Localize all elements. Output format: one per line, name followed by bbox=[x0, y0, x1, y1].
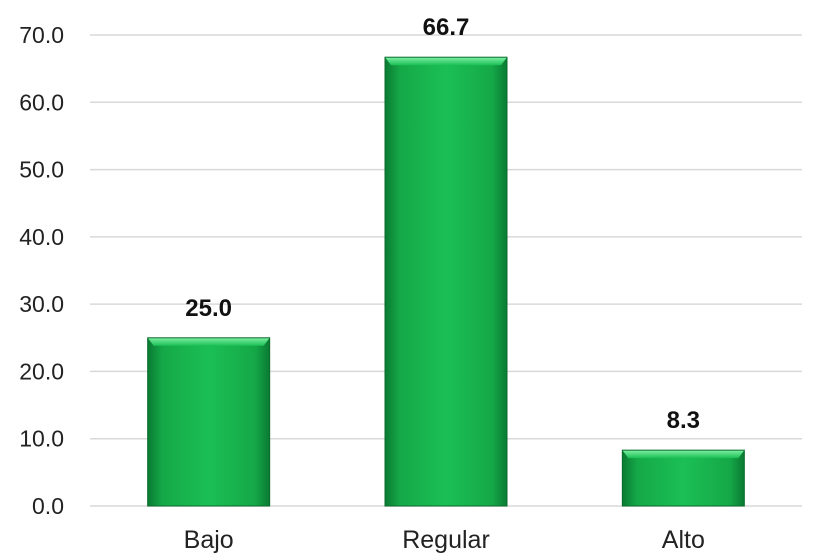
x-category-label: Regular bbox=[402, 526, 490, 554]
bar-regular bbox=[384, 56, 508, 507]
x-category-label: Bajo bbox=[184, 526, 234, 554]
bar-body bbox=[147, 337, 270, 506]
x-category-label: Alto bbox=[662, 526, 705, 554]
y-tick-label: 0.0 bbox=[32, 493, 64, 519]
data-label: 25.0 bbox=[185, 295, 232, 322]
bar-bevel-top bbox=[385, 57, 507, 66]
y-tick-label: 30.0 bbox=[19, 291, 64, 317]
y-tick-label: 70.0 bbox=[19, 22, 64, 48]
data-label: 8.3 bbox=[667, 407, 700, 434]
data-labels: 25.0 66.7 8.3 bbox=[185, 14, 700, 434]
y-axis-ticks: 0.0 10.0 20.0 30.0 40.0 50.0 60.0 70.0 bbox=[19, 22, 64, 519]
y-tick-label: 20.0 bbox=[19, 358, 64, 384]
bar-body bbox=[385, 57, 507, 506]
bar-bevel-top bbox=[622, 450, 745, 459]
y-tick-label: 10.0 bbox=[19, 426, 64, 452]
data-label: 66.7 bbox=[423, 14, 470, 41]
x-axis-categories: Bajo Regular Alto bbox=[184, 526, 705, 554]
bar-bajo bbox=[147, 337, 271, 507]
y-tick-label: 50.0 bbox=[19, 157, 64, 183]
y-tick-label: 40.0 bbox=[19, 224, 64, 250]
bar-outline bbox=[621, 449, 745, 507]
bar-alto bbox=[621, 449, 745, 507]
bar-bevel-top bbox=[147, 337, 270, 346]
bar-outline bbox=[384, 56, 508, 507]
y-tick-label: 60.0 bbox=[19, 89, 64, 115]
bars bbox=[147, 56, 745, 507]
bar-outline bbox=[147, 337, 271, 507]
bar-body bbox=[622, 450, 745, 506]
